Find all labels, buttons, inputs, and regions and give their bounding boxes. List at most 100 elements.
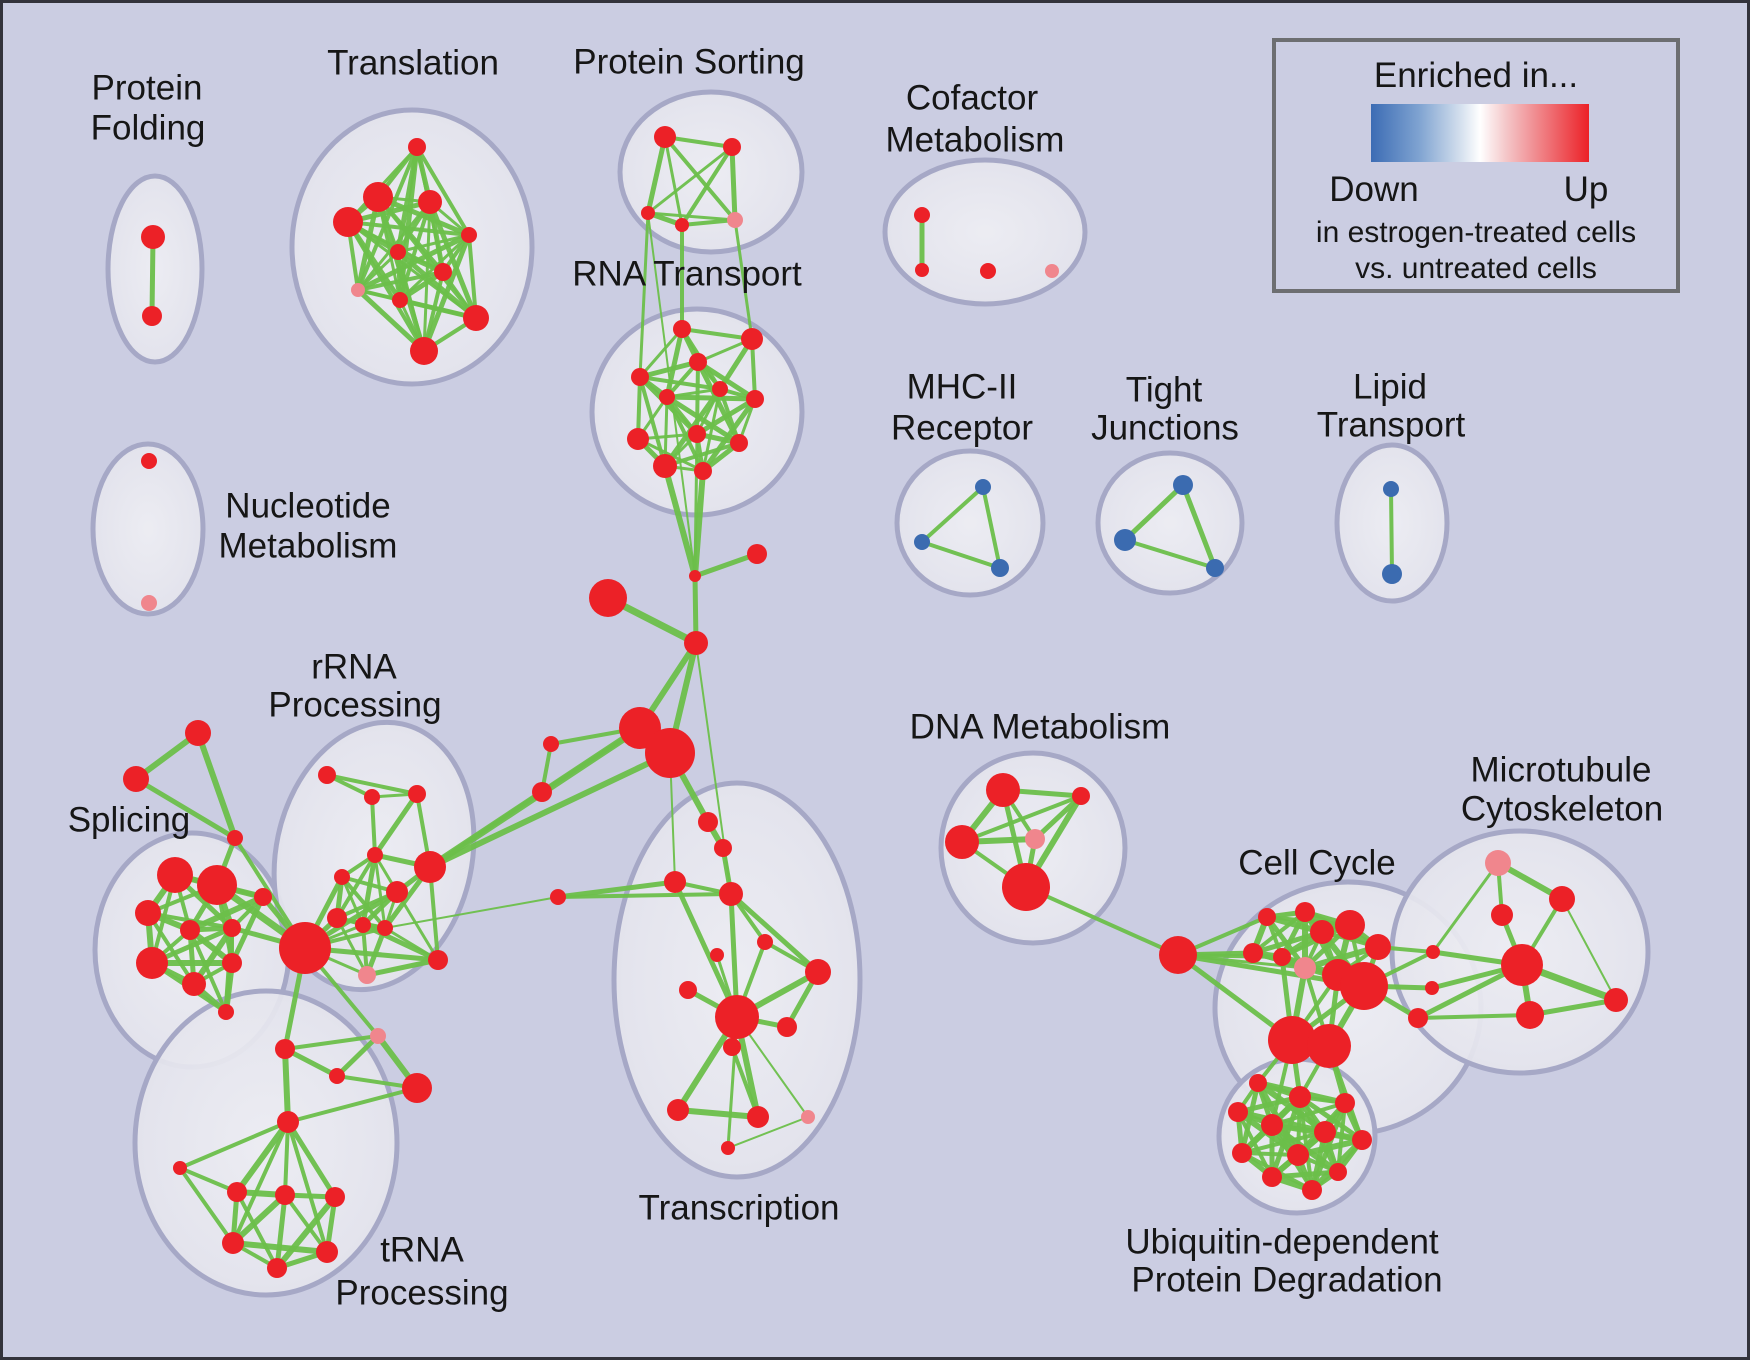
edge-r2-r4 xyxy=(370,795,377,857)
node-c6 xyxy=(1243,943,1263,963)
edge-r10-r12 xyxy=(383,926,440,962)
edge-s4-s6 xyxy=(187,894,266,933)
node-pf2 xyxy=(142,306,162,326)
node-m1 xyxy=(684,631,708,655)
edge-rt4-rt5 xyxy=(638,375,722,391)
node-rt12 xyxy=(694,462,712,480)
cluster-label-rrna-0: rRNA xyxy=(311,648,397,687)
cluster-label-cell_cycle-0: Cell Cycle xyxy=(1238,844,1396,883)
edge-mh2-mh3 xyxy=(920,540,1002,570)
edge-mt5-mt4 xyxy=(1527,997,1619,1018)
node-ps2 xyxy=(723,138,741,156)
edge-tr2-tr5 xyxy=(375,194,472,238)
node-tr10 xyxy=(463,305,489,331)
node-mh2 xyxy=(914,534,930,550)
edge-rt11-j1 xyxy=(662,463,698,579)
edge-rt1-rt4 xyxy=(638,327,684,379)
node-rt3 xyxy=(689,353,707,371)
node-mt1 xyxy=(1485,850,1511,876)
edge-t1-t6 xyxy=(235,1190,279,1270)
node-rt5 xyxy=(712,381,728,397)
node-u5 xyxy=(1261,1114,1283,1136)
node-ps5 xyxy=(727,212,743,228)
node-tr7 xyxy=(434,263,452,281)
node-c8 xyxy=(1294,957,1316,979)
edge-r5-r10 xyxy=(340,875,387,930)
node-u11 xyxy=(1329,1163,1347,1181)
cluster-label-cofactor-0: Cofactor xyxy=(906,79,1039,118)
edge-tr9-tr10 xyxy=(397,297,479,321)
node-r8 xyxy=(327,908,347,928)
node-tr3 xyxy=(418,190,442,214)
node-t5 xyxy=(316,1241,338,1263)
cluster-label-protein_sorting-0: Protein Sorting xyxy=(573,43,805,82)
node-pf1 xyxy=(141,225,165,249)
node-tr1 xyxy=(408,138,426,156)
node-r3 xyxy=(408,785,426,803)
edge-th-t1 xyxy=(234,1119,291,1195)
edge-j1-nr xyxy=(692,551,760,579)
cluster-label-microtubule-1: Cytoskeleton xyxy=(1461,790,1663,829)
node-u6 xyxy=(1314,1121,1336,1143)
node-s1 xyxy=(157,857,193,893)
edge-ps3-rt4 xyxy=(638,211,650,379)
edge-tr4-tr5 xyxy=(346,220,471,237)
edge-tr4-tr11 xyxy=(346,220,426,353)
node-mt3 xyxy=(1491,904,1513,926)
cluster-label-protein_folding-0: Protein xyxy=(92,69,203,108)
node-s8 xyxy=(182,972,206,996)
edge-rt5-rt12 xyxy=(701,387,722,473)
edge-tr6-tr9 xyxy=(396,250,402,302)
node-b2 xyxy=(1307,1024,1351,1068)
node-tk xyxy=(667,1099,689,1121)
edge-th-tl xyxy=(178,1120,290,1170)
cluster-label-rrna-1: Processing xyxy=(268,686,441,725)
node-rt11 xyxy=(653,454,677,478)
node-t6 xyxy=(267,1258,287,1278)
node-sm1 xyxy=(543,736,559,752)
cluster-label-dna-0: DNA Metabolism xyxy=(910,708,1171,747)
edge-mt2-mt4 xyxy=(1561,898,1617,1001)
node-cm1 xyxy=(914,207,930,223)
nodes-layer xyxy=(123,126,1628,1278)
edge-tj1-tj3 xyxy=(1180,482,1218,571)
edge-rt7-rt12 xyxy=(700,396,758,474)
edge-d5-ccout xyxy=(1024,885,1180,957)
cluster-label-trna-0: tRNA xyxy=(380,1231,464,1270)
edge-tl-t1 xyxy=(178,1166,239,1194)
edge-rt6-rt7 xyxy=(664,394,758,402)
edge-ps2-ps5 xyxy=(729,144,738,223)
edge-tr8-tr11 xyxy=(355,287,427,354)
node-rt7 xyxy=(746,390,764,408)
node-u7 xyxy=(1352,1130,1372,1150)
node-k1 xyxy=(1426,945,1440,959)
edge-th-t5 xyxy=(286,1120,329,1254)
node-tri2 xyxy=(123,766,149,792)
node-tr4 xyxy=(333,207,363,237)
node-s4 xyxy=(180,920,200,940)
edge-r1-r3 xyxy=(325,773,419,796)
node-d4 xyxy=(1025,829,1045,849)
edge-tr2-tr8 xyxy=(355,194,381,293)
edge-ps1-ps4 xyxy=(663,135,684,227)
node-tr8 xyxy=(351,283,365,297)
node-ta xyxy=(698,812,718,832)
edge-t2-t6 xyxy=(274,1192,288,1271)
cluster-tight_junctions xyxy=(1095,450,1245,596)
edge-tr7-tr8 xyxy=(356,270,445,292)
node-r10 xyxy=(377,920,393,936)
edge-u10-u11 xyxy=(1269,1169,1341,1180)
edge-c2-c6 xyxy=(1251,910,1307,955)
cluster-cofactor xyxy=(882,157,1088,307)
edge-tn-tm xyxy=(727,1116,809,1149)
node-rt6 xyxy=(659,389,675,405)
edge-tr5-tr6 xyxy=(396,233,471,254)
node-tl xyxy=(173,1161,187,1175)
node-td xyxy=(719,882,743,906)
cluster-label-mhc_ii-1: Receptor xyxy=(891,409,1033,448)
node-rt9 xyxy=(688,425,706,443)
node-tr11 xyxy=(410,337,438,365)
node-sm3 xyxy=(550,889,566,905)
node-c7 xyxy=(1273,948,1291,966)
node-r9 xyxy=(355,917,371,933)
